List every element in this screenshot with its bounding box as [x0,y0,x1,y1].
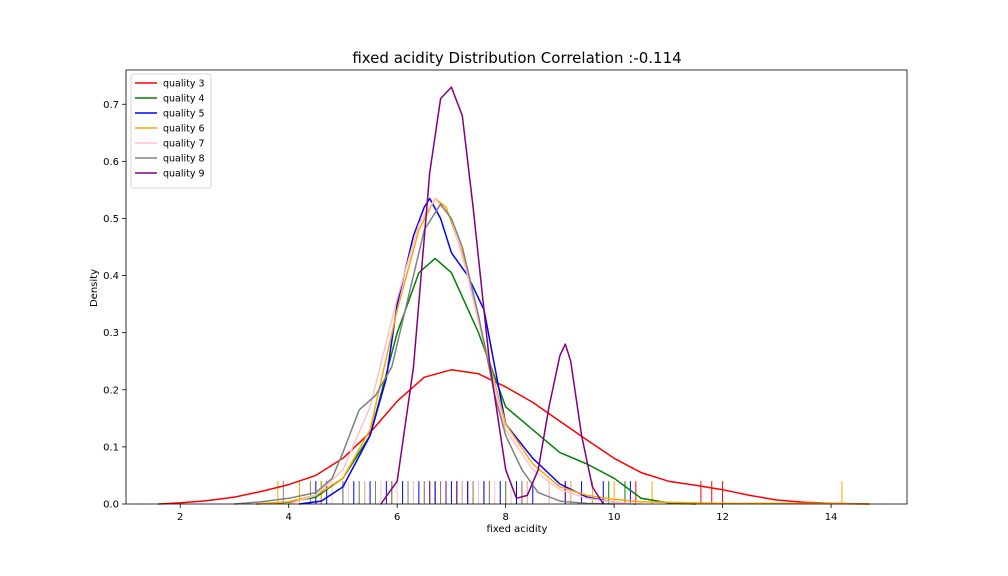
y-axis-label: Density [89,269,100,307]
y-tick-label: 0.0 [103,500,119,511]
series-line-quality-5 [298,197,637,505]
y-axis: 0.0 0.1 0.2 0.3 0.4 0.5 0.6 0.7 [103,100,126,511]
legend-label-quality-6: quality 6 [163,124,205,135]
y-tick-label: 0.3 [103,328,119,339]
legend-label-quality-9: quality 9 [163,169,205,180]
series-line-quality-9 [380,86,605,505]
plot-area [125,69,908,505]
chart-title: fixed acidity Distribution Correlation :… [352,49,681,67]
legend-label-quality-3: quality 3 [163,79,205,90]
x-axis: 2 4 6 8 10 12 14 [177,504,837,523]
legend: quality 3 quality 4 quality 5 quality 6 qual… [130,73,212,189]
y-tick-label: 0.2 [103,385,119,396]
x-tick-label: 8 [502,512,508,523]
legend-label-quality-8: quality 8 [163,154,205,165]
plot-frame [125,69,908,505]
x-tick-label: 14 [825,512,838,523]
lines-layer [157,86,870,505]
x-tick-label: 2 [177,512,183,523]
series-line-quality-6 [255,197,870,505]
legend-label-quality-4: quality 4 [163,94,205,105]
series-line-quality-7 [287,197,642,505]
legend-box [130,73,212,189]
x-tick-label: 6 [394,512,400,523]
y-tick-label: 0.5 [103,214,119,225]
y-tick-label: 0.6 [103,157,119,168]
series-line-quality-8 [233,203,615,505]
legend-label-quality-5: quality 5 [163,109,205,120]
y-tick-label: 0.1 [103,442,119,453]
legend-label-quality-7: quality 7 [163,139,205,150]
x-tick-label: 10 [608,512,621,523]
x-tick-label: 12 [716,512,729,523]
y-tick-label: 0.7 [103,100,119,111]
x-tick-label: 4 [286,512,292,523]
series-line-quality-3 [157,369,870,505]
y-tick-label: 0.4 [103,271,119,282]
x-axis-label: fixed acidity [487,524,548,535]
